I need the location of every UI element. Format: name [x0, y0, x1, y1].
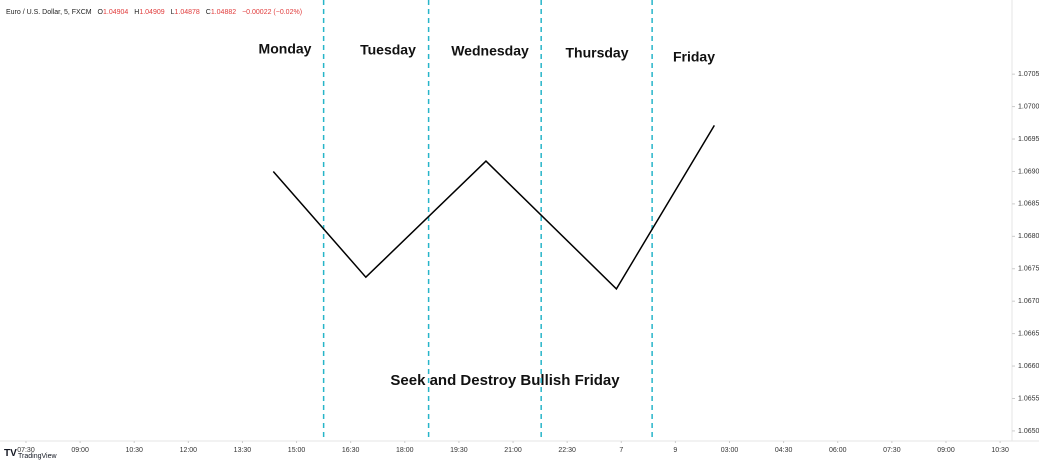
y-tick-label: 1.0675: [1018, 266, 1039, 273]
price-line: [272, 125, 715, 291]
header: Euro / U.S. Dollar, 5, FXCM O1.04904 H1.…: [6, 9, 302, 16]
y-tick-label: 1.0705: [1018, 71, 1039, 78]
x-tick-label: 04:30: [775, 447, 793, 454]
high: 1.04909: [139, 9, 164, 16]
x-tick-label: 10:30: [991, 447, 1009, 454]
symbol: Euro / U.S. Dollar, 5, FXCM: [6, 9, 92, 16]
open-label: O: [98, 9, 104, 16]
x-tick-label: 10:30: [125, 447, 143, 454]
x-tick-label: 22:30: [558, 447, 576, 454]
x-tick-label: 19:30: [450, 447, 468, 454]
y-tick-label: 1.0685: [1018, 201, 1039, 208]
day-label: Tuesday: [360, 42, 416, 58]
day-label: Monday: [259, 41, 312, 57]
day-label: Friday: [673, 49, 715, 65]
x-tick-label: 9: [673, 447, 677, 454]
low: 1.04878: [175, 9, 200, 16]
y-tick-label: 1.0655: [1018, 395, 1039, 402]
brand: TradingView: [18, 453, 57, 460]
x-tick-label: 15:00: [288, 447, 306, 454]
y-tick-label: 1.0650: [1018, 428, 1039, 435]
x-tick-label: 09:00: [937, 447, 955, 454]
x-tick-label: 09:00: [71, 447, 89, 454]
x-tick-label: 7: [619, 447, 623, 454]
day-label: Wednesday: [451, 43, 529, 59]
open: 1.04904: [103, 9, 128, 16]
x-tick-label: 03:00: [721, 447, 739, 454]
x-tick-label: 06:00: [829, 447, 847, 454]
y-tick-label: 1.0700: [1018, 103, 1039, 110]
close: 1.04882: [211, 9, 236, 16]
x-tick-label: 07:30: [883, 447, 901, 454]
y-tick-label: 1.0660: [1018, 363, 1039, 370]
y-tick-label: 1.0680: [1018, 233, 1039, 240]
close-label: C: [206, 9, 211, 16]
y-tick-label: 1.0665: [1018, 330, 1039, 337]
y-tick-label: 1.0690: [1018, 168, 1039, 175]
y-tick-label: 1.0670: [1018, 298, 1039, 305]
high-label: H: [134, 9, 139, 16]
x-tick-label: 12:00: [180, 447, 198, 454]
brand-logo: TV: [4, 448, 17, 459]
x-tick-label: 18:00: [396, 447, 414, 454]
y-tick-label: 1.0695: [1018, 136, 1039, 143]
change: −0.00022 (−0.02%): [242, 9, 302, 16]
x-tick-label: 13:30: [234, 447, 252, 454]
low-label: L: [171, 9, 175, 16]
x-tick-label: 07:30: [17, 447, 35, 454]
x-tick-label: 21:00: [504, 447, 522, 454]
caption: Seek and Destroy Bullish Friday: [390, 372, 620, 389]
x-tick-label: 16:30: [342, 447, 360, 454]
day-label: Thursday: [565, 45, 628, 61]
